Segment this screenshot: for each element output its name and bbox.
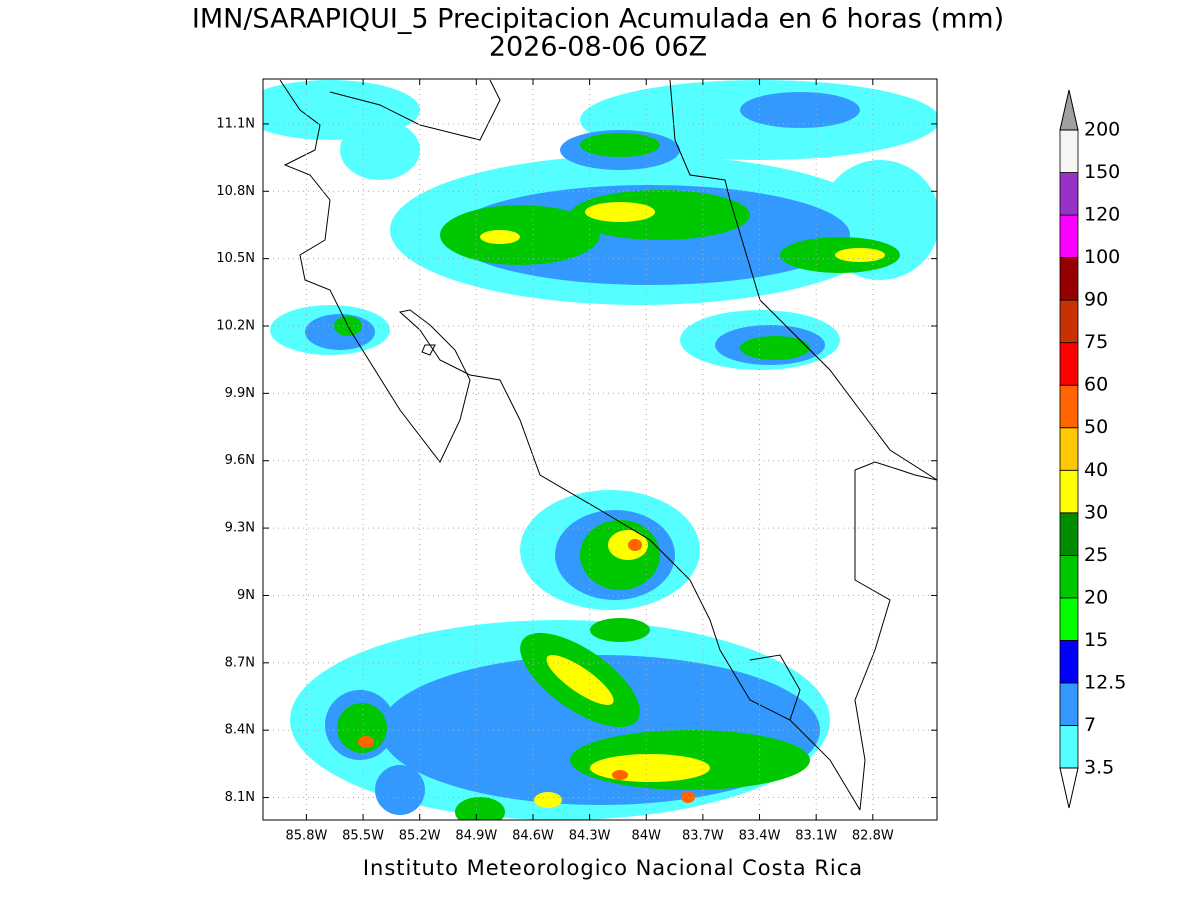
x-tick-label: 85.5W bbox=[342, 829, 384, 844]
colorbar-label: 20 bbox=[1084, 586, 1108, 608]
colorbar-label: 60 bbox=[1084, 374, 1108, 396]
precip-field bbox=[263, 79, 937, 820]
colorbar-swatch bbox=[1059, 299, 1079, 344]
colorbar-label: 25 bbox=[1084, 544, 1108, 566]
footer: Instituto Meteorologico Nacional Costa R… bbox=[363, 856, 863, 880]
title: IMN/SARAPIQUI_5 Precipitacion Acumulada … bbox=[192, 4, 1004, 35]
colorbar-swatch bbox=[1059, 682, 1079, 726]
x-tick-label: 85.2W bbox=[399, 829, 441, 844]
colorbar-label: 12.5 bbox=[1084, 671, 1126, 693]
colorbar-swatch bbox=[1059, 257, 1079, 301]
y-tick-label: 10.5N bbox=[216, 251, 255, 266]
y-tick-label: 11.1N bbox=[216, 116, 255, 131]
y-tick-label: 9.9N bbox=[225, 386, 255, 401]
colorbar-under bbox=[1059, 767, 1079, 809]
precip-veryheavy bbox=[480, 202, 885, 262]
y-tick-label: 8.4N bbox=[225, 723, 255, 738]
colorbar-swatch bbox=[1059, 214, 1079, 258]
colorbar-label: 7 bbox=[1084, 714, 1096, 736]
colorbar-label: 120 bbox=[1084, 204, 1120, 226]
x-tick-label: 83.1W bbox=[795, 829, 837, 844]
colorbar-swatch bbox=[1059, 640, 1079, 684]
y-tick-label: 10.8N bbox=[216, 184, 255, 199]
colorbar-swatch bbox=[1059, 554, 1079, 599]
colorbar-label: 15 bbox=[1084, 629, 1108, 651]
x-tick-label: 82.8W bbox=[852, 829, 894, 844]
y-tick-label: 9N bbox=[237, 588, 255, 603]
colorbar: 3.5 7 12.5 15 20 25 30 40 50 60 75 90 100 120 150 200 bbox=[1059, 89, 1126, 809]
x-tick-label: 84.9W bbox=[455, 829, 497, 844]
colorbar-label: 100 bbox=[1084, 246, 1120, 268]
colorbar-label: 3.5 bbox=[1084, 757, 1114, 779]
colorbar-swatch bbox=[1059, 725, 1079, 769]
colorbar-label: 40 bbox=[1084, 459, 1108, 481]
colorbar-swatch bbox=[1059, 342, 1079, 386]
colorbar-label: 200 bbox=[1084, 119, 1120, 141]
colorbar-swatch bbox=[1059, 512, 1079, 556]
colorbar-swatch bbox=[1059, 427, 1079, 471]
precip-extreme bbox=[358, 539, 695, 803]
colorbar-over bbox=[1059, 89, 1079, 131]
x-tick-label: 84.3W bbox=[569, 829, 611, 844]
colorbar-swatch bbox=[1059, 129, 1079, 173]
colorbar-swatch bbox=[1059, 597, 1079, 641]
y-tick-label: 9.6N bbox=[225, 453, 255, 468]
colorbar-label: 30 bbox=[1084, 501, 1108, 523]
y-tick-label: 8.1N bbox=[225, 790, 255, 805]
colorbar-label: 150 bbox=[1084, 161, 1120, 183]
colorbar-swatch bbox=[1059, 384, 1079, 429]
x-tick-label: 83.7W bbox=[682, 829, 724, 844]
precip-heavy bbox=[334, 133, 900, 360]
y-tick-label: 10.2N bbox=[216, 319, 255, 334]
x-tick-label: 85.8W bbox=[286, 829, 328, 844]
colorbar-label: 75 bbox=[1084, 331, 1108, 353]
colorbar-swatch bbox=[1059, 172, 1079, 216]
colorbar-label: 50 bbox=[1084, 416, 1108, 438]
colorbar-label: 90 bbox=[1084, 289, 1108, 311]
grid: 85.8W 85.5W 85.2W 84.9W 84.6W 84.3W 84W 83.7W 83… bbox=[216, 79, 937, 844]
x-tick-label: 84.6W bbox=[512, 829, 554, 844]
x-tick-label: 84W bbox=[632, 829, 662, 844]
y-tick-label: 9.3N bbox=[225, 521, 255, 536]
subtitle: 2026-08-06 06Z bbox=[489, 32, 707, 63]
map-frame bbox=[262, 78, 938, 821]
colorbar-swatch bbox=[1059, 469, 1079, 514]
x-tick-label: 83.4W bbox=[739, 829, 781, 844]
y-tick-label: 8.7N bbox=[225, 655, 255, 670]
